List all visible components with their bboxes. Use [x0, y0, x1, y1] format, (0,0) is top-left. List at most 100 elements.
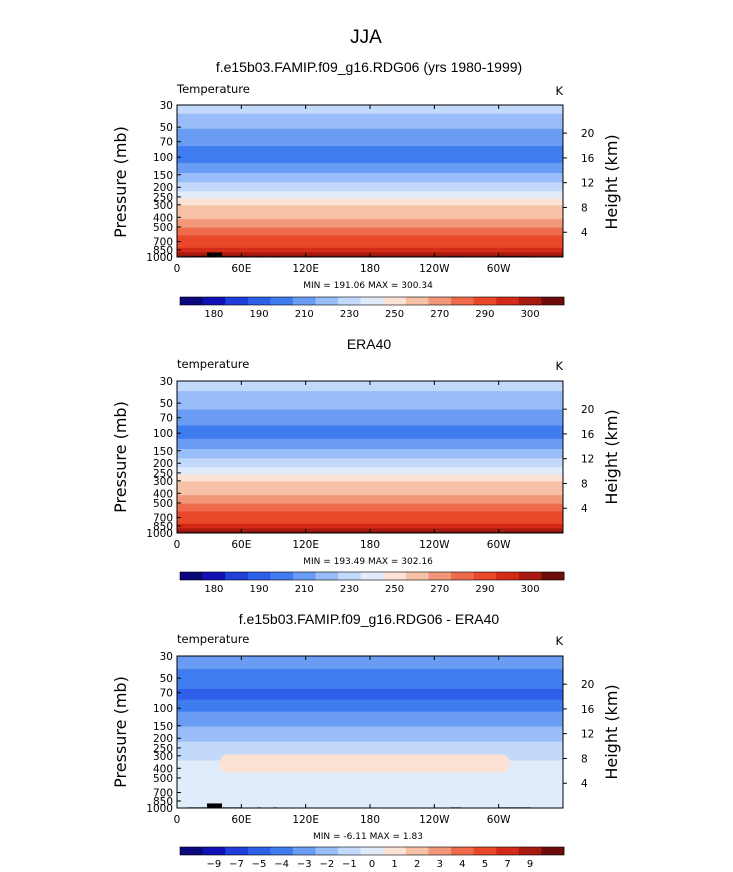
y-tick-label: 50	[160, 122, 173, 134]
colorbar-label: 230	[340, 309, 359, 320]
contour-band	[177, 518, 563, 525]
colorbar-swatch	[496, 847, 520, 855]
contour-band	[177, 113, 563, 130]
y-tick-label: 200	[153, 458, 173, 470]
colorbar: 180 190 210 230 250 270 290 300	[179, 296, 565, 320]
colorbar-label: −5	[252, 859, 267, 870]
panel-title: f.e15b03.FAMIP.f09_g16.RDG06 - ERA40	[239, 611, 500, 627]
contour-band	[177, 503, 563, 512]
figure-title: JJA	[350, 27, 382, 48]
y-axis-label: Pressure (mb)	[111, 676, 130, 788]
panel-title: f.e15b03.FAMIP.f09_g16.RDG06 (yrs 1980-1…	[216, 59, 522, 75]
x-tick-label: 60E	[231, 814, 251, 826]
y2-tick-label: 8	[581, 202, 588, 214]
colorbar-label: 3	[437, 859, 443, 870]
stats-text: MIN = 191.06 MAX = 300.34	[303, 281, 433, 291]
contour-band	[177, 162, 563, 174]
stats-text: MIN = 193.49 MAX = 302.16	[303, 557, 433, 567]
x-tick-label: 60E	[231, 263, 251, 275]
colorbar-frame	[179, 846, 565, 856]
y-tick-label: 70	[160, 137, 173, 149]
x-tick-label: 120E	[292, 263, 319, 275]
colorbar-swatch	[292, 572, 316, 580]
colorbar-swatch	[428, 847, 452, 855]
y-tick-label: 1000	[146, 803, 173, 815]
colorbar-label: −7	[229, 859, 244, 870]
x-tick-label: 60W	[487, 814, 511, 826]
colorbar-label: 290	[475, 309, 494, 320]
x-tick-label: 180	[360, 814, 380, 826]
colorbar-label: 7	[504, 859, 510, 870]
y-tick-label: 500	[153, 222, 173, 234]
colorbar-label: 250	[385, 584, 404, 595]
heatmap-plot: 0 60E 120E 180 120W 60W3050701001502002503004…	[146, 100, 594, 275]
colorbar-swatch	[180, 297, 203, 305]
y-tick-label: 400	[153, 488, 173, 500]
units-label: K	[555, 84, 563, 98]
contour-band	[177, 488, 563, 496]
y2-tick-label: 12	[581, 729, 594, 741]
y2-tick-label: 20	[581, 404, 594, 416]
y-tick-label: 100	[153, 152, 173, 164]
x-tick-label: 180	[360, 263, 380, 275]
colorbar-swatch	[428, 297, 452, 305]
variable-label: temperature	[177, 632, 249, 646]
contour-band	[177, 173, 563, 183]
colorbar-label: 230	[340, 584, 359, 595]
contour-band	[177, 242, 563, 249]
colorbar-swatch	[315, 572, 339, 580]
y-tick-label: 50	[160, 398, 173, 410]
contour-band	[177, 381, 563, 392]
x-tick-label: 120E	[292, 539, 319, 551]
contour-band	[177, 227, 563, 236]
colorbar-label: 9	[527, 859, 533, 870]
x-tick-label: 120W	[419, 814, 450, 826]
colorbar-label: −9	[207, 859, 222, 870]
heatmap-plot: 0 60E 120E 180 120W 60W3050701001502002503004…	[146, 376, 594, 551]
y-tick-label: 500	[153, 498, 173, 510]
topography	[207, 252, 223, 257]
contour-band	[177, 247, 563, 253]
y-tick-label: 850	[153, 796, 173, 808]
colorbar-label: 210	[295, 309, 314, 320]
y2-tick-label: 4	[581, 778, 588, 790]
y-tick-label: 100	[153, 428, 173, 440]
contour-band	[177, 182, 563, 192]
y-tick-label: 150	[153, 721, 173, 733]
colorbar-label: 290	[475, 584, 494, 595]
panel-difference: f.e15b03.FAMIP.f09_g16.RDG06 - ERA40 tem…	[111, 611, 621, 870]
y-tick-label: 200	[153, 182, 173, 194]
contour-band	[177, 391, 563, 411]
colorbar-swatch	[270, 572, 294, 580]
panel-title: ERA40	[347, 336, 392, 352]
x-tick-label: 60E	[231, 539, 251, 551]
panel-era40: ERA40 temperature K Pressure (mb) Height…	[111, 336, 621, 595]
y2-tick-label: 12	[581, 178, 594, 190]
y-tick-label: 250	[153, 468, 173, 480]
colorbar-swatch	[247, 297, 271, 305]
positive-anomaly-band	[219, 754, 510, 773]
colorbar-label: 4	[459, 859, 465, 870]
contour-band	[177, 688, 563, 701]
contour-band	[177, 235, 563, 243]
y-tick-label: 300	[153, 200, 173, 212]
y-tick-label: 400	[153, 763, 173, 775]
topography	[207, 803, 223, 808]
units-label: K	[555, 634, 563, 648]
y-tick-label: 400	[153, 212, 173, 224]
colorbar-swatch	[292, 847, 316, 855]
colorbar-swatch	[338, 572, 362, 580]
y-tick-label: 500	[153, 773, 173, 785]
colorbar-label: 1	[391, 859, 397, 870]
colorbar-swatch	[292, 297, 316, 305]
colorbar-swatch	[496, 572, 520, 580]
colorbar-swatch	[541, 572, 565, 580]
y2-tick-label: 8	[581, 478, 588, 490]
colorbar-label: 300	[521, 584, 540, 595]
y2-tick-label: 16	[581, 429, 595, 441]
colorbar-swatch	[315, 847, 339, 855]
colorbar-swatch	[405, 847, 429, 855]
contour-band	[177, 656, 563, 670]
colorbar-frame	[179, 296, 565, 306]
contour-band	[177, 726, 563, 743]
